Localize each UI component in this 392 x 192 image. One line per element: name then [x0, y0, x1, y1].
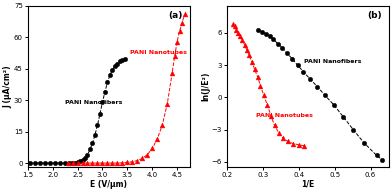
Text: PANI Nanofibers: PANI Nanofibers: [304, 59, 361, 64]
Text: PANI Nanotubes: PANI Nanotubes: [130, 50, 187, 55]
Text: (a): (a): [169, 11, 183, 20]
X-axis label: E (V/μm): E (V/μm): [90, 180, 127, 189]
Y-axis label: J (μA/cm²): J (μA/cm²): [4, 65, 13, 108]
X-axis label: 1/E: 1/E: [301, 180, 314, 189]
Y-axis label: ln(J/E²): ln(J/E²): [201, 72, 210, 101]
Text: (b): (b): [367, 11, 382, 20]
Text: PANI Nanofibers: PANI Nanofibers: [65, 100, 122, 105]
Text: PANI Nanotubes: PANI Nanotubes: [256, 113, 313, 118]
